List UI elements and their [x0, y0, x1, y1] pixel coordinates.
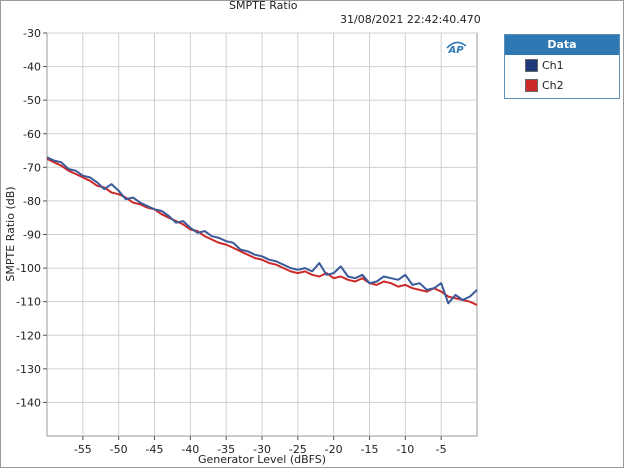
legend-item-ch1[interactable]: Ch1 — [505, 55, 619, 75]
x-tick-label: -20 — [325, 443, 343, 456]
series-line-ch2 — [46, 157, 478, 306]
x-tick-label: -10 — [396, 443, 414, 456]
x-axis-label: Generator Level (dBFS) — [198, 453, 326, 466]
legend-swatch-ch2 — [525, 78, 538, 92]
y-tick-label: -140 — [16, 396, 41, 409]
x-tick-label: -45 — [146, 443, 164, 456]
x-tick-label: -25 — [289, 443, 307, 456]
grid — [47, 32, 477, 436]
series-line-ch1 — [46, 156, 478, 305]
ap-logo-icon: AP — [446, 41, 467, 56]
y-tick-label: -90 — [23, 229, 41, 242]
series-layer — [46, 156, 478, 306]
y-tick-label: -80 — [23, 195, 41, 208]
legend: Data Ch1 Ch2 — [504, 34, 620, 99]
chart-title: SMPTE Ratio — [229, 0, 298, 12]
x-tick-label: -50 — [110, 443, 128, 456]
x-tick-label: -5 — [436, 443, 447, 456]
y-tick-label: -130 — [16, 363, 41, 376]
y-axis-label: SMPTE Ratio (dB) — [4, 186, 17, 281]
y-tick-label: -120 — [16, 329, 41, 342]
y-tick-label: -40 — [23, 61, 41, 74]
x-tick-label: -40 — [181, 443, 199, 456]
legend-label-ch2: Ch2 — [542, 78, 564, 92]
y-tick-label: -50 — [23, 94, 41, 107]
legend-title: Data — [505, 35, 619, 55]
x-tick-label: -35 — [217, 443, 235, 456]
axes: -30 -40 -50 -60 -70 -80 -90 -100 -110 -120 -130 -14… — [16, 27, 447, 456]
y-tick-label: -30 — [23, 27, 41, 40]
logo-text: AP — [447, 45, 464, 56]
y-tick-label: -110 — [16, 296, 41, 309]
legend-swatch-ch1 — [525, 58, 538, 72]
y-tick-label: -70 — [23, 161, 41, 174]
x-tick-label: -15 — [361, 443, 379, 456]
y-tick-label: -60 — [23, 128, 41, 141]
x-tick-label: -30 — [253, 443, 271, 456]
y-tick-label: -100 — [16, 262, 41, 275]
timestamp: 31/08/2021 22:42:40.470 — [340, 13, 481, 26]
legend-label-ch1: Ch1 — [542, 58, 564, 72]
legend-item-ch2[interactable]: Ch2 — [505, 75, 619, 95]
x-tick-label: -55 — [74, 443, 92, 456]
